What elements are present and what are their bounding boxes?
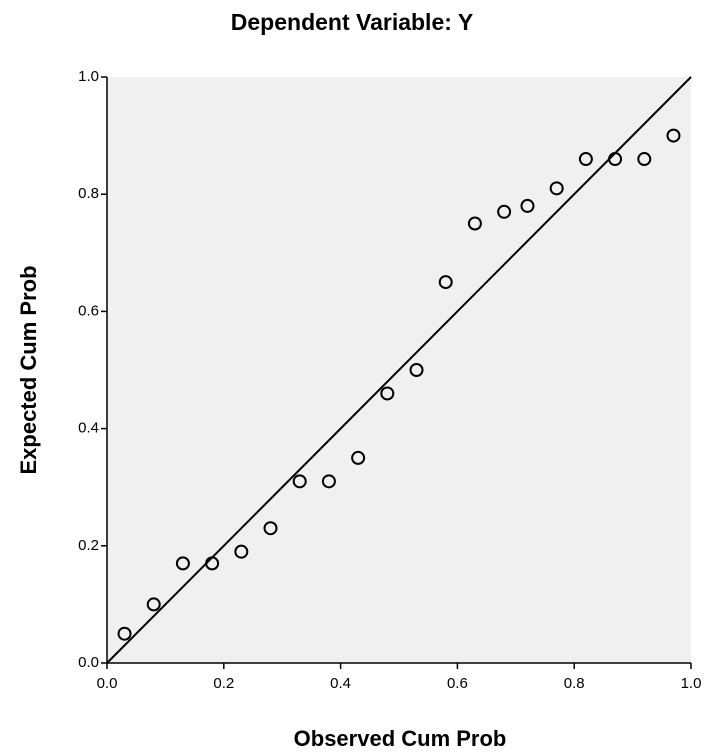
point (205, 556, 220, 571)
x-tick-label: 0.2 (213, 675, 234, 692)
point (666, 128, 681, 143)
x-tick-label: 0.8 (564, 675, 585, 692)
point (608, 152, 623, 167)
point (520, 198, 535, 213)
y-tick-label: 0.4 (78, 420, 99, 437)
point (292, 474, 307, 489)
point (409, 363, 424, 377)
point (117, 626, 132, 641)
chart-title: Dependent Variable: Y (231, 9, 473, 35)
y-tick-label: 1.0 (78, 68, 99, 85)
point (175, 556, 190, 571)
x-tick-label: 0.0 (97, 675, 118, 692)
y-tick-label: 0.2 (78, 537, 99, 554)
point (351, 450, 366, 465)
x-tick-label: 1.0 (681, 675, 702, 692)
x-tick-label: 0.6 (447, 675, 468, 692)
x-axis-title: Observed Cum Prob (294, 726, 507, 751)
point (380, 386, 395, 401)
point (467, 216, 482, 231)
point (549, 181, 564, 196)
y-tick-label: 0.6 (78, 302, 99, 319)
point (637, 152, 652, 167)
point (438, 275, 453, 290)
point (234, 544, 249, 559)
point (578, 152, 593, 167)
point (321, 474, 336, 489)
reference-line (106, 76, 692, 664)
x-tick-label: 0.4 (330, 675, 351, 692)
point (497, 204, 512, 219)
point (263, 521, 278, 536)
y-tick-label: 0.8 (78, 185, 99, 202)
y-axis-title: Expected Cum Prob (16, 265, 41, 474)
y-tick-label: 0.0 (78, 654, 99, 671)
point (146, 597, 161, 612)
